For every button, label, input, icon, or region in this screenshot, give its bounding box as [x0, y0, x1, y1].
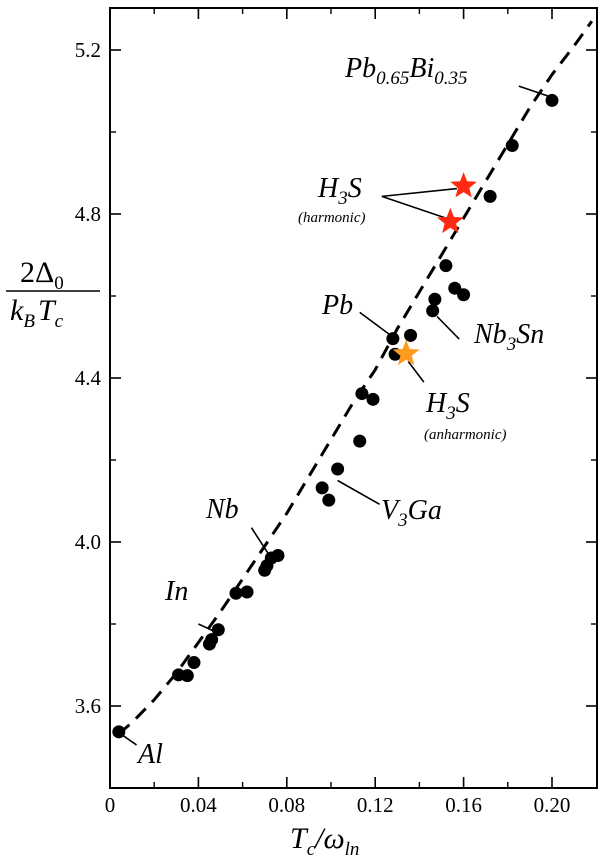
- data-point: [457, 288, 471, 302]
- data-point: [483, 189, 497, 203]
- axis-tick-labels: 0 0.04 0.08 0.12 0.16 0.20 3.6 4.0 4.4 4.8 5.2: [75, 38, 571, 817]
- ylabel-den-k: k: [10, 294, 24, 327]
- annotation-pbbi-sub2: 0.35: [434, 68, 467, 89]
- y-tick-label: 4.8: [75, 202, 101, 226]
- annotation-pbbi-bi: Bi: [409, 53, 434, 84]
- ylabel-den-sub2: c: [55, 311, 64, 332]
- annotation-h3s-harmonic: H3S: [317, 173, 362, 209]
- data-point: [426, 304, 440, 318]
- annotation-al: Al: [136, 739, 163, 770]
- annotation-nb-text: Nb: [205, 494, 239, 525]
- y-tick-label: 4.0: [75, 530, 101, 554]
- data-point: [211, 623, 225, 637]
- xlabel-T: T: [290, 822, 309, 855]
- annotation-line-pb: [359, 311, 394, 338]
- annotation-anharmonic-text: (anharmonic): [424, 427, 507, 443]
- annotation-h3s-harm-h: H: [317, 173, 340, 204]
- annotation-harmonic-sub: (harmonic): [298, 210, 366, 226]
- x-tick-label: 0.08: [268, 793, 305, 817]
- annotation-pb: Pb: [321, 290, 353, 321]
- annotation-nb3sn: Nb3Sn: [473, 319, 544, 355]
- data-point: [331, 462, 345, 476]
- annotation-pbbi: Pb0.65Bi0.35: [344, 53, 468, 89]
- annotation-nb3sn-sn: Sn: [516, 319, 544, 350]
- annotation-nb: Nb: [205, 494, 239, 525]
- x-tick-label: 0.04: [180, 793, 217, 817]
- data-point: [439, 259, 453, 273]
- annotation-h3s-anh-sub: 3: [445, 403, 456, 424]
- xlabel-sub2: ln: [345, 839, 360, 859]
- fit-curve-dashed: [117, 20, 594, 736]
- x-tick-label: 0: [105, 793, 116, 817]
- ylabel-num-sub: 0: [54, 273, 64, 294]
- annotation-v3ga: V3Ga: [381, 495, 442, 531]
- annotation-nb3sn-nb: Nb: [473, 319, 507, 350]
- data-point: [545, 93, 559, 107]
- annotation-v3ga-v: V: [381, 495, 401, 526]
- annotation-pb-text: Pb: [321, 290, 353, 321]
- annotation-h3s-anh-s: S: [456, 388, 470, 419]
- annotation-al-text: Al: [136, 739, 163, 770]
- x-tick-label: 0.12: [357, 793, 394, 817]
- xlabel-slash: /ω: [313, 822, 345, 855]
- data-point: [386, 332, 400, 346]
- data-point: [355, 387, 369, 401]
- axis-ticks: [109, 8, 597, 788]
- annotation-pbbi-sub1: 0.65: [376, 68, 409, 89]
- annotation-h3s-anh-h: H: [425, 388, 448, 419]
- data-point: [315, 481, 329, 495]
- data-points: [112, 93, 559, 739]
- annotation-line-pbbi: [518, 85, 548, 97]
- annotation-line-h3s-anharmonic: [407, 361, 425, 383]
- annotation-anharmonic-sub: (anharmonic): [424, 427, 507, 443]
- annotation-line-h3s-harmonic-2: [381, 195, 447, 219]
- data-point: [366, 392, 380, 406]
- y-tick-label: 4.4: [75, 366, 102, 390]
- annotation-in-text: In: [164, 576, 188, 607]
- data-point: [404, 328, 418, 342]
- data-point: [505, 139, 519, 153]
- data-point: [428, 292, 442, 306]
- annotation-line-v3ga: [337, 479, 381, 505]
- annotations: Al In Nb V3Ga Pb Nb3Sn H3S (anharmonic) …: [136, 53, 544, 770]
- annotation-h3s-anharmonic: H3S: [425, 388, 470, 424]
- x-tick-label: 0.16: [445, 793, 482, 817]
- annotation-line-h3s-harmonic: [381, 187, 458, 198]
- annotation-h3s-harm-s: S: [348, 173, 362, 204]
- xlabel-sub1: c: [307, 839, 316, 859]
- data-point: [112, 725, 126, 739]
- data-point: [229, 586, 243, 600]
- y-axis-label: 2Δ0 kB Tc: [6, 256, 100, 332]
- annotation-nb3sn-sub: 3: [506, 334, 517, 355]
- data-point: [322, 493, 336, 507]
- annotation-in: In: [164, 576, 188, 607]
- data-point: [180, 669, 194, 683]
- data-point: [271, 549, 285, 563]
- annotation-v3ga-sub: 3: [397, 510, 408, 531]
- data-point: [205, 633, 219, 647]
- plot-frame: [109, 7, 598, 789]
- ylabel-den-T: T: [38, 294, 57, 327]
- y-tick-label: 3.6: [75, 694, 101, 718]
- annotation-harmonic-text: (harmonic): [298, 210, 366, 226]
- annotation-h3s-harm-sub: 3: [337, 188, 348, 209]
- ylabel-den-sub1: B: [23, 311, 35, 332]
- annotation-v3ga-ga: Ga: [408, 495, 442, 526]
- data-point: [240, 585, 254, 599]
- data-point-star: [450, 172, 477, 198]
- x-axis-label: Tc/ωln: [290, 822, 359, 859]
- annotation-line-nb3sn: [436, 315, 460, 340]
- x-tick-label: 0.20: [534, 793, 571, 817]
- svg-text:2Δ0: 2Δ0: [20, 256, 64, 294]
- data-point: [353, 434, 367, 448]
- data-point-star: [437, 207, 464, 234]
- data-point-star: [392, 339, 420, 366]
- annotation-pbbi-pb: Pb: [344, 53, 376, 84]
- ylabel-num: 2Δ: [20, 256, 54, 289]
- data-point: [187, 656, 201, 670]
- y-tick-label: 5.2: [75, 38, 101, 62]
